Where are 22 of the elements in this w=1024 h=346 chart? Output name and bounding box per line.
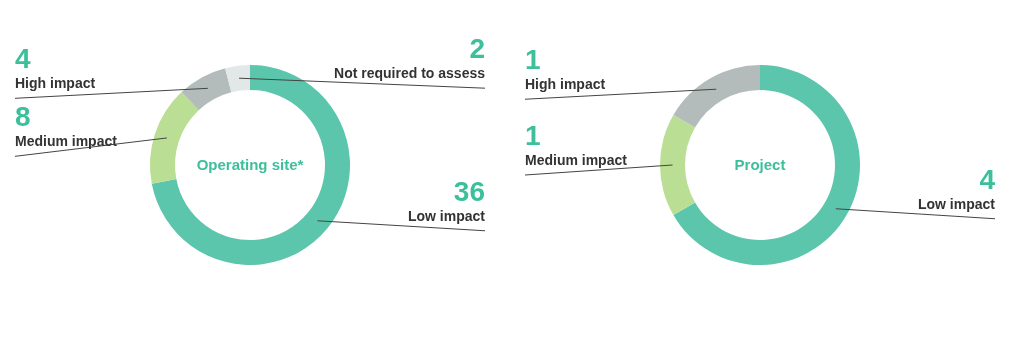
data-label: 2 <box>469 33 485 65</box>
donut-slice <box>673 65 860 265</box>
donut-slice <box>225 65 250 93</box>
data-label: 1 <box>525 44 541 76</box>
donut-slice <box>660 115 696 215</box>
donut-slice <box>150 92 199 184</box>
slice-label: Medium impact <box>15 133 118 150</box>
data-label: 1 <box>525 120 541 151</box>
slice-label: High impact <box>525 76 606 93</box>
data-label: 36 <box>453 175 485 207</box>
slice-label: Low impact <box>917 195 996 212</box>
text: Project <box>734 156 786 173</box>
data-label: 4 <box>979 163 996 195</box>
data-label: 8 <box>15 101 31 133</box>
slice-label: Not required to assess <box>334 65 486 82</box>
donut-slice <box>181 68 232 111</box>
data-label: 4 <box>15 43 31 75</box>
slice-label: Low impact <box>407 207 486 224</box>
slice-label: Medium impact <box>525 152 628 168</box>
slice-label: High impact <box>15 75 96 92</box>
text: Operating site* <box>196 156 304 173</box>
donut-slice <box>673 65 760 128</box>
